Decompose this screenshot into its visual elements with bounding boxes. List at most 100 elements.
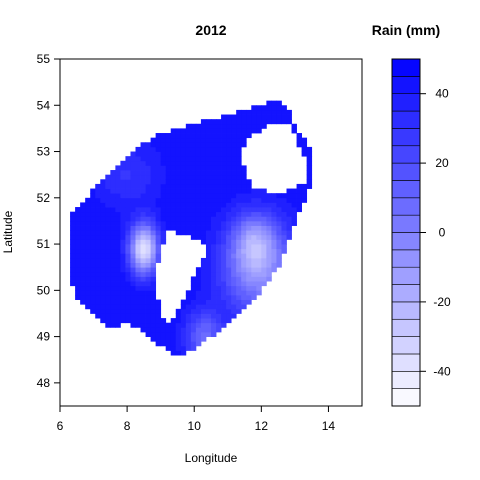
rain-grid-cell xyxy=(95,207,101,213)
rain-grid-cell xyxy=(190,193,197,199)
rain-grid-cell xyxy=(281,234,287,240)
rain-grid-cell xyxy=(276,114,282,120)
rain-grid-cell xyxy=(246,216,252,222)
rain-grid-cell xyxy=(90,248,96,254)
rain-grid-cell xyxy=(251,285,257,291)
rain-grid-cell xyxy=(120,197,126,203)
rain-grid-cell xyxy=(190,308,197,314)
rain-grid-cell xyxy=(211,318,217,324)
rain-grid-cell xyxy=(190,234,197,240)
rain-grid-cell xyxy=(150,165,157,171)
rain-grid-cell xyxy=(251,281,257,287)
rain-grid-cell xyxy=(95,183,101,189)
rain-grid-cell xyxy=(226,267,232,273)
rain-grid-cell xyxy=(276,225,282,231)
rain-grid-cell xyxy=(291,123,297,129)
rain-grid-cell xyxy=(200,188,207,194)
rain-grid-cell xyxy=(241,123,247,129)
rain-grid-cell xyxy=(241,248,247,254)
rain-grid-cell xyxy=(251,294,257,300)
rain-grid-cell xyxy=(115,179,121,185)
rain-grid-cell xyxy=(115,294,121,300)
rain-grid-cell xyxy=(165,188,172,194)
rain-grid-cell xyxy=(276,119,282,125)
rain-grid-cell xyxy=(75,290,81,296)
rain-grid-cell xyxy=(226,248,232,254)
rain-grid-cell xyxy=(105,308,111,314)
rain-grid-cell xyxy=(150,207,157,213)
rain-grid-cell xyxy=(211,160,217,166)
rain-grid-cell xyxy=(251,244,257,250)
rain-grid-cell xyxy=(246,202,252,208)
rain-grid-cell xyxy=(286,114,292,120)
rain-grid-cell xyxy=(231,225,237,231)
rain-grid-cell xyxy=(180,137,187,143)
rain-grid-cell xyxy=(180,331,187,337)
rain-grid-cell xyxy=(211,239,217,245)
rain-grid-cell xyxy=(125,207,131,213)
rain-grid-cell xyxy=(70,253,76,259)
rain-grid-cell xyxy=(246,197,252,203)
rain-grid-cell xyxy=(160,193,167,199)
rain-grid-cell xyxy=(306,174,313,180)
rain-grid-cell xyxy=(190,341,197,347)
rain-grid-cell xyxy=(100,281,106,287)
rain-grid-cell xyxy=(256,230,262,236)
rain-grid-cell xyxy=(251,225,257,231)
rain-grid-cell xyxy=(105,225,111,231)
rain-grid-cell xyxy=(110,170,116,176)
rain-grid-cell xyxy=(271,211,277,217)
rain-grid-cell xyxy=(125,244,131,250)
rain-grid-cell xyxy=(100,290,106,296)
rain-grid-cell xyxy=(170,322,177,328)
rain-grid-cell xyxy=(180,156,187,162)
rain-grid-cell xyxy=(110,211,116,217)
rain-grid-cell xyxy=(276,109,282,115)
rain-grid-cell xyxy=(221,220,227,226)
rain-grid-cell xyxy=(115,244,121,250)
rain-grid-cell xyxy=(160,211,167,217)
rain-grid-cell xyxy=(205,170,212,176)
rain-grid-cell xyxy=(180,318,187,324)
rain-grid-cell xyxy=(150,244,157,250)
rain-grid-cell xyxy=(110,207,116,213)
rain-grid-cell xyxy=(221,197,227,203)
colorbar-bin xyxy=(391,58,421,77)
rain-grid-cell xyxy=(125,230,131,236)
rain-grid-cell xyxy=(261,276,267,282)
rain-grid-cell xyxy=(205,322,212,328)
rain-grid-cell xyxy=(80,262,86,268)
rain-grid-cell xyxy=(211,207,217,213)
rain-grid-cell xyxy=(175,197,182,203)
rain-grid-cell xyxy=(110,230,116,236)
rain-grid-cell xyxy=(85,225,91,231)
rain-grid-cell xyxy=(236,170,242,176)
rain-grid-cell xyxy=(241,285,247,291)
rain-grid-cell xyxy=(95,230,101,236)
rain-grid-cell xyxy=(301,142,308,148)
rain-grid-cell xyxy=(130,290,136,296)
rain-grid-cell xyxy=(241,257,247,263)
rain-grid-cell xyxy=(231,123,237,129)
rain-grid-cell xyxy=(236,267,242,273)
rain-grid-cell xyxy=(211,271,217,277)
rain-grid-cell xyxy=(190,281,197,287)
rain-grid-cell xyxy=(246,299,252,305)
rain-grid-cell xyxy=(246,276,252,282)
rain-grid-cell xyxy=(246,133,252,139)
y-tick-label: 52 xyxy=(37,191,51,205)
rain-grid-cell xyxy=(231,267,237,273)
rain-grid-cell xyxy=(241,294,247,300)
rain-grid-cell xyxy=(140,290,146,296)
rain-grid-cell xyxy=(200,174,207,180)
rain-grid-cell xyxy=(211,216,217,222)
rain-grid-cell xyxy=(155,244,162,250)
rain-grid-cell xyxy=(135,239,141,245)
rain-grid-cell xyxy=(90,294,96,300)
rain-grid-cell xyxy=(226,299,232,305)
rain-grid-cell xyxy=(100,299,106,305)
rain-grid-cell xyxy=(251,290,257,296)
rain-grid-cell xyxy=(135,211,141,217)
rain-grid-cell xyxy=(135,183,141,189)
